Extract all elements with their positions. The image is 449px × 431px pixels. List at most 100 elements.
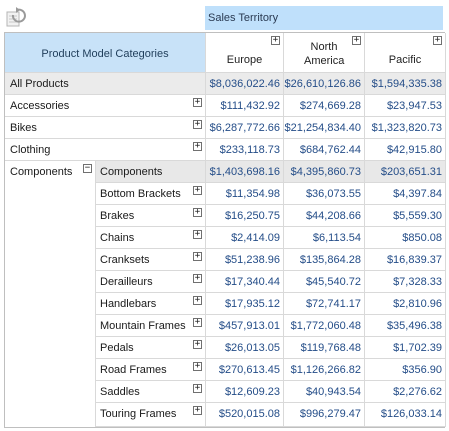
value-cell: $119,768.48 [284,337,365,359]
refresh-icon [6,7,26,27]
value-cell: $6,113.54 [284,227,365,249]
expand-icon[interactable]: + [193,119,202,129]
expand-icon[interactable]: + [193,251,202,261]
component-row-label[interactable]: Touring Frames + [96,403,206,427]
row-label-components-parent[interactable]: Components − [5,161,96,427]
value-cell: $16,250.75 [206,205,284,227]
expand-icon[interactable]: + [193,339,202,349]
component-row-label[interactable]: Road Frames + [96,359,206,381]
value-cell: $270,613.45 [206,359,284,381]
expand-icon[interactable]: + [193,383,202,393]
value-cell: $4,397.84 [365,183,446,205]
row-label-text: Components [10,166,73,178]
column-header-north-america[interactable]: + North America [284,33,365,73]
value-cell: $44,208.66 [284,205,365,227]
value-cell: $1,403,698.16 [206,161,284,183]
column-header-pacific[interactable]: + Pacific [365,33,446,73]
row-label-text: Road Frames [100,364,167,376]
value-cell: $16,839.37 [365,249,446,271]
row-label-text: Chains [100,232,135,244]
value-cell: $7,328.33 [365,271,446,293]
refresh-button[interactable] [4,6,28,30]
component-row-label[interactable]: Bottom Brackets + [96,183,206,205]
value-cell: $356.90 [365,359,446,381]
sales-territory-axis[interactable]: Sales Territory [205,6,443,30]
value-cell: $1,323,820.73 [365,117,446,139]
value-cell: $8,036,022.46 [206,73,284,95]
row-label-text: Bottom Brackets [100,188,181,200]
value-cell: $4,395,860.73 [284,161,365,183]
component-row-label[interactable]: Handlebars + [96,293,206,315]
expand-icon[interactable]: + [193,273,202,283]
row-label-text: Accessories [10,100,70,112]
component-row-label[interactable]: Mountain Frames + [96,315,206,337]
value-cell: $457,913.01 [206,315,284,337]
component-row-label[interactable]: Chains + [96,227,206,249]
column-label: Pacific [388,54,422,66]
column-header-europe[interactable]: + Europe [206,33,284,73]
value-cell: $11,354.98 [206,183,284,205]
row-label-text: Mountain Frames [100,320,186,332]
value-cell: $996,279.47 [284,403,365,427]
value-cell: $26,013.05 [206,337,284,359]
value-cell: $2,414.09 [206,227,284,249]
component-row-label[interactable]: Pedals + [96,337,206,359]
expand-icon[interactable]: + [193,405,202,415]
row-label-clothing[interactable]: Clothing + [5,139,206,161]
row-label-all-products[interactable]: All Products [5,73,206,95]
expand-icon[interactable]: + [193,207,202,217]
value-cell: $17,340.44 [206,271,284,293]
row-label-text: Saddles [100,386,140,398]
value-cell: $1,702.39 [365,337,446,359]
component-row-label[interactable]: Cranksets + [96,249,206,271]
value-cell: $42,915.80 [365,139,446,161]
pivot-grid: Product Model Categories + Europe + Nort… [4,32,446,428]
row-label-text: Clothing [10,144,51,156]
value-cell: $274,669.28 [284,95,365,117]
value-cell: $6,287,772.66 [206,117,284,139]
expand-icon[interactable]: + [193,295,202,305]
expand-icon[interactable]: + [193,361,202,371]
row-label-text: Pedals [100,342,134,354]
value-cell: $233,118.73 [206,139,284,161]
row-label-components-total[interactable]: Components [96,161,206,183]
row-label-text: Cranksets [100,254,150,266]
value-cell: $684,762.44 [284,139,365,161]
value-cell: $1,594,335.38 [365,73,446,95]
expand-icon[interactable]: + [271,35,280,45]
expand-icon[interactable]: + [193,317,202,327]
row-label-bikes[interactable]: Bikes + [5,117,206,139]
expand-icon[interactable]: + [193,229,202,239]
row-label-accessories[interactable]: Accessories + [5,95,206,117]
component-row-label[interactable]: Derailleurs + [96,271,206,293]
value-cell: $35,496.38 [365,315,446,337]
value-cell: $1,772,060.48 [284,315,365,337]
expand-icon[interactable]: + [193,97,202,107]
value-cell: $520,015.08 [206,403,284,427]
row-label-text: Handlebars [100,298,157,310]
value-cell: $26,610,126.86 [284,73,365,95]
row-label-text: Bikes [10,122,37,134]
row-axis-header[interactable]: Product Model Categories [5,33,206,73]
value-cell: $1,126,266.82 [284,359,365,381]
expand-icon[interactable]: + [193,141,202,151]
column-label: North America [304,41,345,67]
value-cell: $72,741.17 [284,293,365,315]
value-cell: $51,238.96 [206,249,284,271]
value-cell: $126,033.14 [365,403,446,427]
row-label-text: Brakes [100,210,135,222]
value-cell: $21,254,834.40 [284,117,365,139]
component-row-label[interactable]: Brakes + [96,205,206,227]
expand-icon[interactable]: + [352,35,361,45]
value-cell: $45,540.72 [284,271,365,293]
expand-icon[interactable]: + [433,35,442,45]
expand-icon[interactable]: + [193,185,202,195]
value-cell: $36,073.55 [284,183,365,205]
value-cell: $2,276.62 [365,381,446,403]
row-label-text: Touring Frames [100,408,177,420]
value-cell: $135,864.28 [284,249,365,271]
collapse-icon[interactable]: − [83,163,92,173]
value-cell: $111,432.92 [206,95,284,117]
value-cell: $23,947.53 [365,95,446,117]
component-row-label[interactable]: Saddles + [96,381,206,403]
